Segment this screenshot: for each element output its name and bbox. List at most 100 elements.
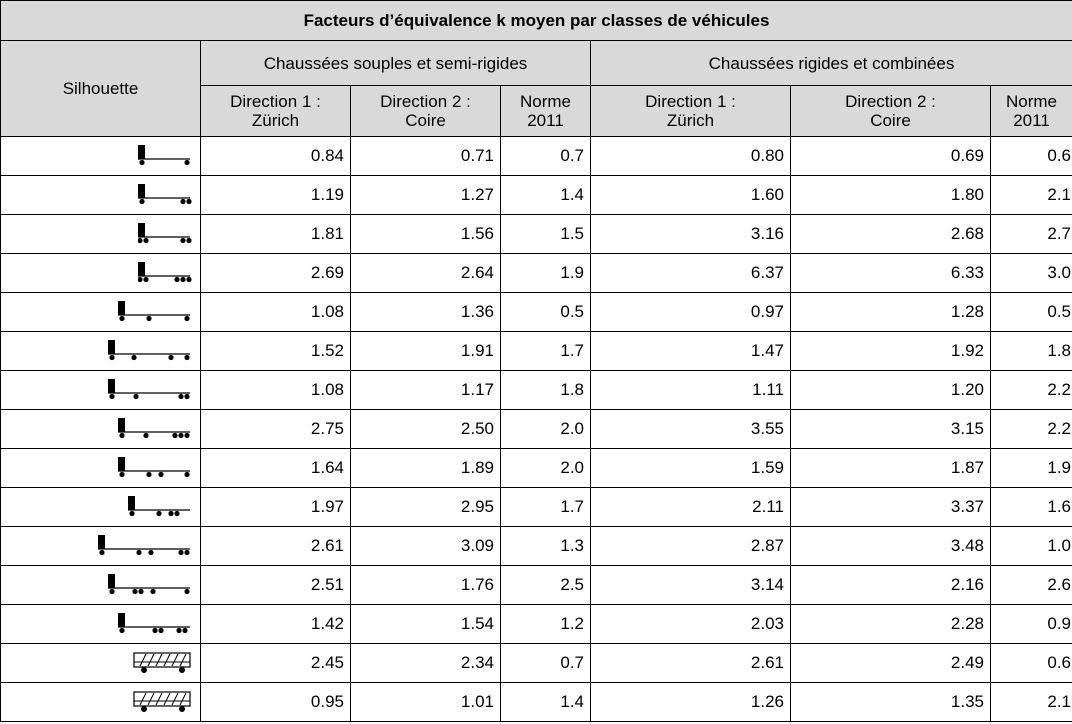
wheel [156,510,162,517]
value-cell: 1.20 [790,370,991,410]
wheel [182,627,188,634]
value-cell: 1.9 [990,448,1072,488]
silhouette-cell [0,448,201,488]
value-cell: 3.0 [990,253,1072,293]
table-row: 0.95 1.01 1.4 1.26 1.35 2.1 [0,682,1072,722]
vehicle-icon [118,301,190,322]
wheel [178,393,184,400]
hatch [179,692,187,706]
value-cell: 0.6 [990,643,1072,683]
wheel [179,667,185,673]
value-cell: 2.34 [350,643,501,683]
value-cell: 1.97 [200,487,351,527]
wheel [176,627,182,634]
wheel [143,237,149,244]
cab [138,223,145,237]
value-cell: 1.80 [790,175,991,215]
silhouette-cell [0,331,201,371]
bus-icon [133,652,191,673]
table-row: 1.08 1.36 0.5 0.97 1.28 0.5 [0,292,1072,332]
wheel [186,276,192,283]
value-cell: 2.03 [590,604,791,644]
vehicle-icon [138,262,192,283]
hatch [163,653,171,667]
wheel [146,471,152,478]
wheel [148,549,154,556]
hatch [155,653,163,667]
value-cell: 2.2 [990,409,1072,449]
value-cell: 1.28 [790,292,991,332]
value-cell: 0.5 [990,292,1072,332]
wheel [138,588,144,595]
value-cell: 2.0 [500,448,591,488]
table-row: 2.69 2.64 1.9 6.37 6.33 3.0 [0,253,1072,293]
hatch [139,653,147,667]
wheel [139,198,145,205]
wheel [99,549,105,556]
value-cell: 0.84 [200,136,351,176]
table-row: 1.42 1.54 1.2 2.03 2.28 0.9 [0,604,1072,644]
wheel [138,237,143,244]
wheel [186,198,192,205]
table-row: 1.52 1.91 1.7 1.47 1.92 1.8 [0,331,1072,371]
silhouette-cell [0,175,201,215]
silhouette-cell [0,565,201,605]
cab [108,574,115,588]
wheel [138,276,143,283]
value-cell: 6.33 [790,253,991,293]
value-cell: 1.47 [590,331,791,371]
table-row: 1.81 1.56 1.5 3.16 2.68 2.7 [0,214,1072,254]
hatch [163,692,171,706]
wheel [180,198,186,205]
wheel [184,588,190,595]
wheel [168,354,174,361]
wheel [152,627,158,634]
value-cell: 2.61 [200,526,351,566]
value-cell: 2.28 [790,604,991,644]
value-cell: 2.1 [990,682,1072,722]
value-cell: 1.17 [350,370,501,410]
vehicle-icon [138,145,190,166]
wheel [119,315,125,322]
value-cell: 1.9 [500,253,591,293]
hatch [155,692,163,706]
value-cell: 1.4 [500,682,591,722]
wheel [180,276,186,283]
value-cell: 3.37 [790,487,991,527]
value-cell: 0.6 [990,136,1072,176]
value-cell: 0.97 [590,292,791,332]
value-cell: 1.52 [200,331,351,371]
table-row: 2.51 1.76 2.5 3.14 2.16 2.6 [0,565,1072,605]
wheel [158,471,164,478]
value-cell: 1.5 [500,214,591,254]
wheel [184,549,190,556]
bus-body [133,691,191,707]
wheel [132,588,138,595]
value-cell: 2.6 [990,565,1072,605]
value-cell: 0.7 [500,136,591,176]
wheel [184,354,190,361]
value-cell: 6.37 [590,253,791,293]
hatch [171,692,179,706]
cab [138,145,145,159]
wheel [184,315,190,322]
value-cell: 0.5 [500,292,591,332]
value-cell: 1.89 [350,448,501,488]
cab [98,535,105,549]
wheel [136,549,142,556]
wheel [139,159,145,166]
wheel [179,706,185,712]
value-cell: 1.87 [790,448,991,488]
cab [108,340,115,354]
wheel [119,432,125,439]
value-cell: 2.5 [500,565,591,605]
cab [138,262,145,276]
value-cell: 1.6 [990,487,1072,527]
value-cell: 1.36 [350,292,501,332]
value-cell: 2.61 [590,643,791,683]
wheel [109,588,115,595]
silhouette-cell [0,409,201,449]
wheel [131,354,137,361]
cab [138,184,145,198]
